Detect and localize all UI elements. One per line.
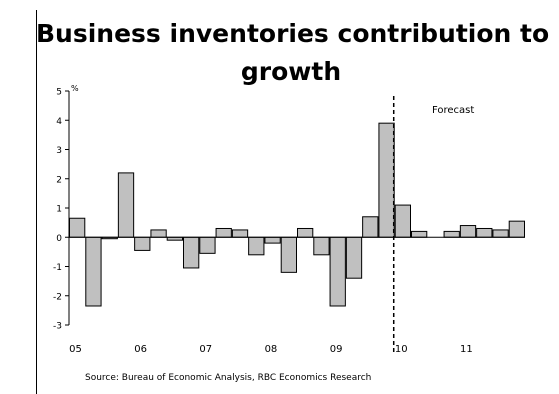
x-tick-label: 05 [69,344,82,355]
y-tick-label: 4 [56,117,62,127]
bar [248,236,265,256]
x-axis: 05 06 07 08 09 10 11 [69,344,473,355]
bar [345,236,363,279]
bar [280,236,297,273]
y-tick-label: 0 [56,234,62,244]
bar [85,236,102,307]
bar [443,230,460,238]
bars [69,122,525,307]
x-tick-label: 08 [265,344,278,355]
chart-title-line-1: Business inventories contribution to [36,19,550,48]
bar [411,230,428,238]
x-tick-label: 09 [330,344,343,355]
bar [492,229,509,238]
bar [459,225,477,238]
bar [199,236,216,254]
y-tick-label: 5 [56,88,62,98]
bar [117,172,135,238]
bar [134,236,151,251]
chart-title-line-2: growth [240,57,342,86]
bar [215,227,232,238]
bar [313,236,330,256]
bar [183,236,200,269]
bar [69,217,86,238]
x-tick-label: 11 [460,344,473,355]
y-tick-label: 1 [56,205,62,215]
y-tick-label: 2 [56,175,62,185]
bar [508,220,525,238]
bar [150,229,167,238]
y-tick-label: -2 [53,292,62,302]
x-tick-label: 07 [199,344,212,355]
y-tick-label: -3 [53,322,62,332]
bar [378,122,395,238]
x-tick-label: 10 [395,344,408,355]
forecast-label: Forecast [432,105,474,116]
bar [329,236,346,307]
x-tick-label: 06 [134,344,147,355]
bar [476,227,493,238]
bar [394,204,411,238]
y-tick-label: -1 [53,263,62,273]
y-axis-unit-label: % [71,84,79,93]
y-axis: 5 4 3 2 1 0 -1 -2 -3 [53,88,70,332]
bar [297,227,314,238]
bar [264,236,281,244]
y-tick-label: 3 [56,146,62,156]
bar [362,216,379,238]
bar [231,229,249,238]
source-note: Source: Bureau of Economic Analysis, RBC… [85,373,372,383]
